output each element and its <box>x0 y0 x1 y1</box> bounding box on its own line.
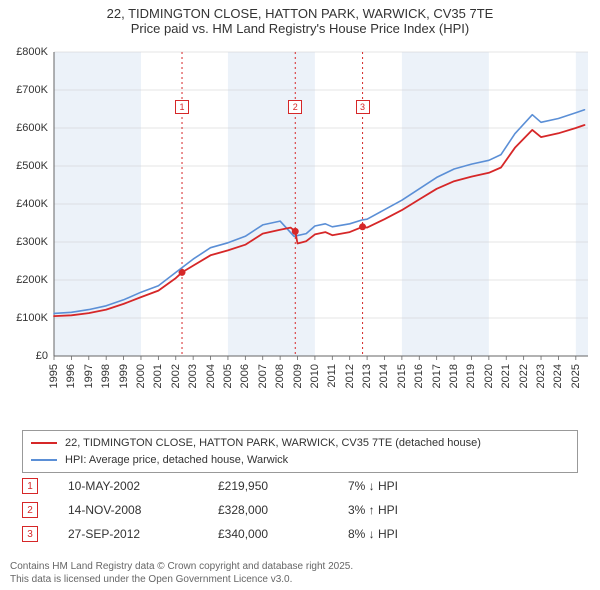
y-tick-label: £0 <box>36 350 48 362</box>
x-tick-label: 2013 <box>361 364 373 388</box>
y-tick-label: £200K <box>16 274 48 286</box>
x-tick-label: 1996 <box>65 364 77 388</box>
tx-hpi: 7% ↓ HPI <box>348 479 448 493</box>
x-tick-label: 2016 <box>413 364 425 388</box>
footer-line-1: Contains HM Land Registry data © Crown c… <box>10 560 353 573</box>
x-tick-label: 2019 <box>465 364 477 388</box>
x-tick-label: 2000 <box>135 364 147 388</box>
x-tick-label: 2021 <box>500 364 512 388</box>
x-tick-label: 2002 <box>170 364 182 388</box>
table-row: 1 10-MAY-2002 £219,950 7% ↓ HPI <box>22 474 578 498</box>
x-tick-label: 1998 <box>100 364 112 388</box>
tx-hpi: 3% ↑ HPI <box>348 503 448 517</box>
tx-badge-2: 2 <box>22 502 38 518</box>
y-tick-label: £800K <box>16 46 48 58</box>
legend-swatch-1 <box>31 442 57 444</box>
title-line-1: 22, TIDMINGTON CLOSE, HATTON PARK, WARWI… <box>10 6 590 21</box>
y-tick-label: £100K <box>16 312 48 324</box>
legend-row-1: 22, TIDMINGTON CLOSE, HATTON PARK, WARWI… <box>31 435 569 452</box>
table-row: 2 14-NOV-2008 £328,000 3% ↑ HPI <box>22 498 578 522</box>
y-tick-label: £400K <box>16 198 48 210</box>
legend-swatch-2 <box>31 459 57 461</box>
x-tick-label: 2022 <box>518 364 530 388</box>
tx-price: £328,000 <box>218 503 318 517</box>
tx-date: 14-NOV-2008 <box>68 503 188 517</box>
tx-price: £340,000 <box>218 527 318 541</box>
x-tick-label: 2012 <box>344 364 356 388</box>
tx-price: £219,950 <box>218 479 318 493</box>
footer-line-2: This data is licensed under the Open Gov… <box>10 573 353 586</box>
tx-date: 10-MAY-2002 <box>68 479 188 493</box>
x-tick-label: 2006 <box>239 364 251 388</box>
legend-label-1: 22, TIDMINGTON CLOSE, HATTON PARK, WARWI… <box>65 435 481 452</box>
x-tick-label: 2009 <box>292 364 304 388</box>
x-tick-label: 2025 <box>570 364 582 388</box>
y-tick-label: £500K <box>16 160 48 172</box>
x-tick-label: 2018 <box>448 364 460 388</box>
tx-badge-1: 1 <box>22 478 38 494</box>
chart-marker-badge: 2 <box>288 100 302 114</box>
x-tick-label: 2014 <box>378 364 390 388</box>
x-tick-label: 2023 <box>535 364 547 388</box>
table-row: 3 27-SEP-2012 £340,000 8% ↓ HPI <box>22 522 578 546</box>
y-tick-label: £300K <box>16 236 48 248</box>
x-tick-label: 1997 <box>83 364 95 388</box>
legend-label-2: HPI: Average price, detached house, Warw… <box>65 452 288 469</box>
x-tick-label: 2024 <box>552 364 564 388</box>
x-tick-label: 2001 <box>152 364 164 388</box>
tx-badge-3: 3 <box>22 526 38 542</box>
footer-attribution: Contains HM Land Registry data © Crown c… <box>10 560 353 586</box>
x-tick-label: 2004 <box>205 364 217 388</box>
chart-title: 22, TIDMINGTON CLOSE, HATTON PARK, WARWI… <box>0 0 600 38</box>
x-tick-label: 2015 <box>396 364 408 388</box>
chart-marker-badge: 3 <box>356 100 370 114</box>
legend: 22, TIDMINGTON CLOSE, HATTON PARK, WARWI… <box>22 430 578 473</box>
x-tick-label: 2008 <box>274 364 286 388</box>
legend-row-2: HPI: Average price, detached house, Warw… <box>31 452 569 469</box>
x-tick-label: 1999 <box>118 364 130 388</box>
chart-container: { "title": { "line1": "22, TIDMINGTON CL… <box>0 0 600 590</box>
tx-hpi: 8% ↓ HPI <box>348 527 448 541</box>
chart-marker-badge: 1 <box>175 100 189 114</box>
x-tick-label: 2007 <box>257 364 269 388</box>
x-tick-label: 2017 <box>431 364 443 388</box>
x-tick-label: 2020 <box>483 364 495 388</box>
tx-date: 27-SEP-2012 <box>68 527 188 541</box>
title-line-2: Price paid vs. HM Land Registry's House … <box>10 21 590 36</box>
y-tick-label: £700K <box>16 84 48 96</box>
x-tick-label: 1995 <box>48 364 60 388</box>
x-tick-label: 2005 <box>222 364 234 388</box>
x-tick-label: 2010 <box>309 364 321 388</box>
y-tick-label: £600K <box>16 122 48 134</box>
x-tick-label: 2011 <box>326 364 338 388</box>
transaction-table: 1 10-MAY-2002 £219,950 7% ↓ HPI 2 14-NOV… <box>22 474 578 546</box>
x-tick-label: 2003 <box>187 364 199 388</box>
